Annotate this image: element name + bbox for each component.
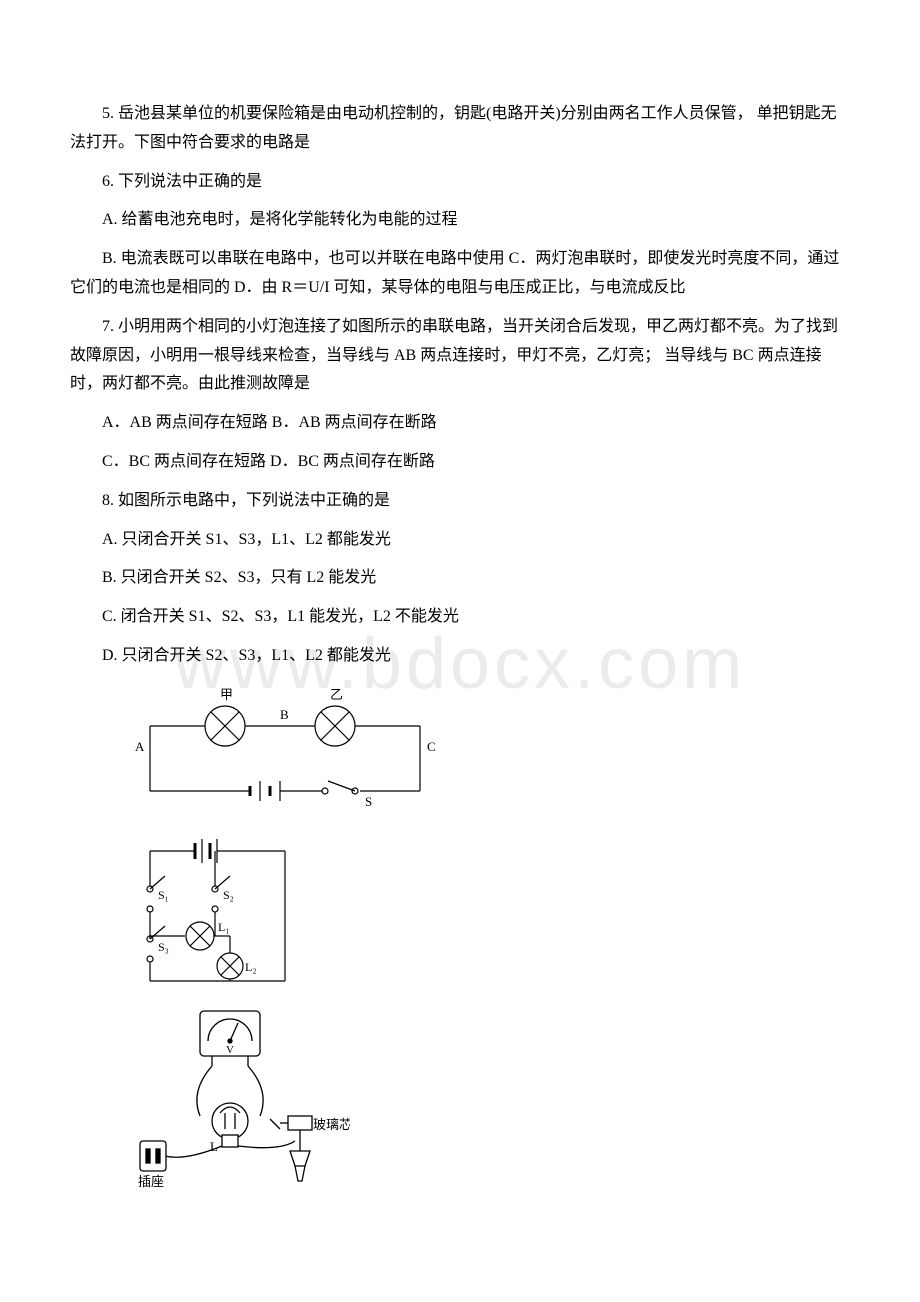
circuit-diagram-voltmeter: V L 玻璃芯柱 插座 xyxy=(130,1001,850,1201)
q7-stem: 7. 小明用两个相同的小灯泡连接了如图所示的串联电路，当开关闭合后发现，甲乙两灯… xyxy=(70,313,850,399)
q8-option-c: C. 闭合开关 S1、S2、S3，L1 能发光，L2 不能发光 xyxy=(70,603,850,632)
q8-option-b: B. 只闭合开关 S2、S3，只有 L2 能发光 xyxy=(70,564,850,593)
label-S: S xyxy=(365,794,372,809)
label-L: L xyxy=(210,1139,218,1154)
q7-option-ab: A．AB 两点间存在短路 B．AB 两点间存在断路 xyxy=(70,409,850,438)
circuit-diagram-q7: 甲 乙 B A C S xyxy=(130,681,850,821)
q6-option-a: A. 给蓄电池充电时，是将化学能转化为电能的过程 xyxy=(70,206,850,235)
q7-option-cd: C．BC 两点间存在短路 D．BC 两点间存在断路 xyxy=(70,448,850,477)
q6-stem: 6. 下列说法中正确的是 xyxy=(70,168,850,197)
q8-stem: 8. 如图所示电路中，下列说法中正确的是 xyxy=(70,487,850,516)
label-S1: S₁ xyxy=(158,888,169,902)
q8-option-a: A. 只闭合开关 S1、S3，L1、L2 都能发光 xyxy=(70,526,850,555)
label-L2: L₂ xyxy=(245,960,257,974)
label-socket: 插座 xyxy=(138,1174,164,1189)
label-A: A xyxy=(135,739,145,754)
label-B: B xyxy=(280,707,289,722)
label-S3: S₃ xyxy=(158,940,169,954)
label-yi: 乙 xyxy=(330,687,343,702)
label-L1: L₁ xyxy=(218,920,230,934)
label-V: V xyxy=(226,1044,234,1056)
label-glass: 玻璃芯柱 xyxy=(313,1117,350,1132)
q8-option-d: D. 只闭合开关 S2、S3，L1、L2 都能发光 xyxy=(70,642,850,671)
label-C: C xyxy=(427,739,436,754)
q6-option-bcd: B. 电流表既可以串联在电路中，也可以并联在电路中使用 C．两灯泡串联时，即使发… xyxy=(70,245,850,303)
circuit-diagram-q8: S₁ S₂ S₃ L₁ L₂ xyxy=(130,831,850,991)
q5-stem: 5. 岳池县某单位的机要保险箱是由电动机控制的，钥匙(电路开关)分别由两名工作人… xyxy=(70,100,850,158)
label-S2: S₂ xyxy=(223,888,234,902)
label-jia: 甲 xyxy=(220,687,233,702)
